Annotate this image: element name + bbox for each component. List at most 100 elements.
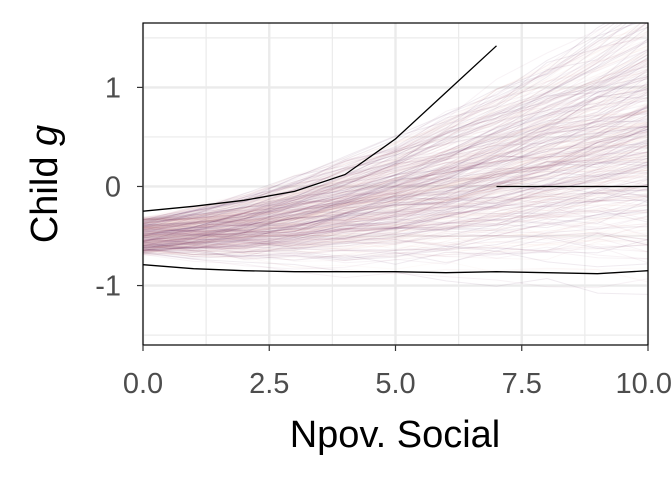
ensemble-line (143, 130, 648, 241)
x-axis-ticks: 0.0 2.5 5.0 7.5 10.0 (123, 345, 672, 400)
ensemble-line (143, 219, 648, 242)
ensemble-line (143, 189, 648, 256)
ensemble-line (143, 139, 648, 228)
ensemble-line (143, 72, 648, 218)
ensemble-line (143, 106, 648, 247)
ensemble-line (143, 123, 648, 220)
ensemble-line (143, 122, 648, 231)
ensemble-line (143, 217, 648, 259)
ensemble-line (143, 123, 648, 238)
ensemble-line (143, 65, 648, 247)
ensemble-line (143, 181, 648, 249)
ensemble-line (143, 123, 648, 244)
ensemble-line (143, 45, 648, 228)
ensemble-line (143, 75, 648, 249)
ensemble-line (143, 48, 648, 226)
ensemble-line (143, 184, 648, 257)
ensemble-line (143, 111, 648, 242)
ensemble-line (143, 40, 648, 242)
ensemble-line (143, 113, 648, 225)
ensemble-line (143, 39, 648, 251)
ensemble-line (143, 135, 648, 253)
ensemble-line (143, 125, 648, 220)
ensemble-line (143, 201, 648, 240)
ensemble-line (143, 144, 648, 239)
ensemble-line (143, 53, 648, 231)
ensemble-line (143, 167, 648, 238)
ensemble-line (143, 121, 648, 231)
ensemble-line (143, 239, 648, 259)
ensemble-line (143, 120, 648, 229)
ensemble-line (143, 115, 648, 229)
ensemble-line (143, 211, 648, 249)
y-tick-label: 1 (105, 72, 121, 104)
ensemble-line (143, 93, 648, 244)
ensemble-line (143, 144, 648, 229)
ensemble-line (143, 204, 648, 236)
ensemble-line (143, 239, 648, 261)
ensemble-line (143, 109, 648, 235)
ensemble-line (143, 159, 648, 229)
ensemble-line (143, 131, 648, 250)
ensemble-line (143, 91, 648, 251)
ensemble-line (143, 168, 648, 248)
ensemble-line (143, 209, 648, 241)
ensemble-line (143, 23, 648, 241)
ensemble-line (143, 105, 648, 228)
ensemble-line (143, 23, 620, 230)
ensemble-line (143, 171, 648, 254)
ensemble-line (143, 91, 648, 237)
ensemble-line (143, 126, 648, 237)
ensemble-line (143, 156, 648, 220)
ensemble-line (143, 109, 648, 234)
ensemble-line (143, 148, 648, 252)
ensemble-line (143, 166, 648, 254)
ensemble-line (143, 175, 648, 240)
ensemble-line (143, 211, 648, 245)
ensemble-line (143, 106, 648, 235)
ensemble-line (143, 138, 648, 248)
ensemble-line (143, 173, 648, 242)
ensemble-line (143, 128, 648, 256)
ensemble-line (143, 169, 648, 232)
ensemble-line (143, 23, 646, 223)
ensemble-line (143, 171, 648, 246)
ensemble-line (143, 97, 648, 236)
ensemble-line (143, 204, 648, 258)
ensemble-line (143, 91, 648, 236)
ensemble-line (143, 161, 648, 239)
ensemble-line (143, 138, 648, 233)
ensemble-line (143, 26, 648, 239)
ensemble-line (143, 155, 648, 227)
ensemble-line (143, 104, 648, 248)
ensemble-line (143, 152, 648, 247)
ensemble-line (143, 114, 648, 241)
ensemble-line (143, 111, 648, 230)
ensemble-line (143, 62, 648, 231)
ensemble-line (143, 24, 648, 220)
ensemble-line (143, 69, 648, 252)
ensemble-line (143, 125, 648, 229)
ensemble-line (143, 153, 648, 242)
ensemble-line (143, 191, 648, 228)
ensemble-line (143, 122, 648, 253)
ensemble-line (143, 104, 648, 221)
ensemble-line (143, 112, 648, 221)
ensemble-line (143, 168, 648, 243)
ensemble-line (143, 52, 648, 225)
ensemble-line (143, 84, 648, 223)
ensemble-line (143, 23, 628, 231)
ensemble-line (143, 223, 648, 239)
ensemble-line (143, 172, 648, 236)
ensemble-line (143, 101, 648, 242)
ensemble-line (143, 223, 648, 270)
ensemble-line (143, 83, 648, 236)
ensemble-line (143, 54, 648, 223)
ensemble-line (143, 23, 640, 224)
ensemble-line (143, 158, 648, 222)
ensemble-line (143, 88, 648, 234)
ensemble-line (143, 144, 648, 236)
ensemble-line (143, 237, 648, 261)
ensemble-line (143, 136, 648, 237)
